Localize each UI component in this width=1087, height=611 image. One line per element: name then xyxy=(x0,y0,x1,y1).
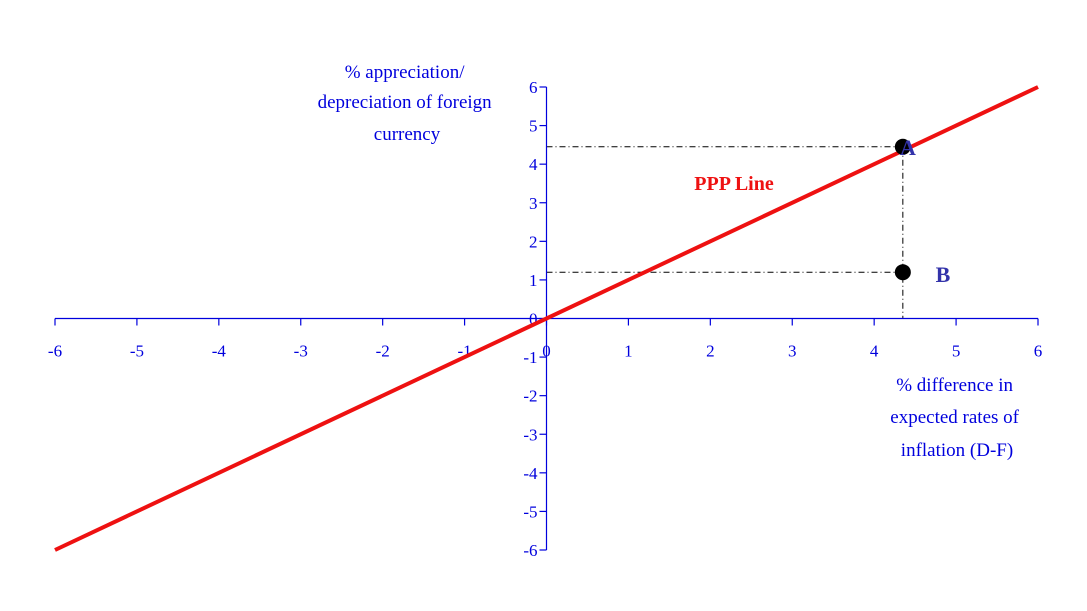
x-tick-label: 4 xyxy=(870,342,879,361)
y-axis-label-line-1: % appreciation/ xyxy=(345,62,465,83)
y-tick-label: 6 xyxy=(529,78,538,97)
y-tick-label: -6 xyxy=(523,541,537,560)
y-tick-label: -2 xyxy=(523,387,537,406)
point-marker-b xyxy=(894,264,911,281)
y-axis-label-line-3: currency xyxy=(374,124,441,145)
point-label-a: A xyxy=(900,135,916,160)
y-axis-label: % appreciation/ depreciation of foreign … xyxy=(318,62,497,145)
point-marker-a xyxy=(894,138,911,155)
x-tick-label: 1 xyxy=(624,342,633,361)
guide-lines xyxy=(546,146,904,319)
y-axis-label-line-2: depreciation of foreign xyxy=(318,92,493,113)
x-tick-label: -6 xyxy=(48,342,62,361)
series-layer xyxy=(54,85,1039,552)
x-axis-label-line-2: expected rates of xyxy=(890,407,1019,428)
x-tick-label: -5 xyxy=(130,342,144,361)
y-tick-label: -5 xyxy=(523,502,537,521)
y-tick-label: 1 xyxy=(529,271,538,290)
y-tick-label: -3 xyxy=(523,425,537,444)
x-tick-label: 2 xyxy=(706,342,715,361)
x-tick-label: 5 xyxy=(952,342,961,361)
x-tick-label: -4 xyxy=(212,342,227,361)
y-tick-label: 3 xyxy=(529,194,538,213)
x-tick-label: -2 xyxy=(376,342,390,361)
x-axis-label-line-1: % difference in xyxy=(896,375,1013,396)
y-axis-ticks: -6 -5 -4 -3 -2 -1 0 1 2 3 4 5 6 xyxy=(523,78,547,560)
y-tick-label: 2 xyxy=(529,232,538,251)
x-tick-label: 3 xyxy=(788,342,797,361)
x-axis-ticks: -6 -5 -4 -3 -2 -1 0 1 2 3 4 5 6 xyxy=(48,318,1043,361)
x-axis-label-line-3: inflation (D-F) xyxy=(901,440,1013,461)
y-tick-label: 4 xyxy=(529,155,538,174)
y-tick-label: 5 xyxy=(529,117,538,136)
x-tick-label: 0 xyxy=(542,342,551,361)
series-label-ppp-line: PPP Line xyxy=(694,173,774,195)
points-layer xyxy=(894,138,911,281)
x-tick-label: 6 xyxy=(1034,342,1043,361)
x-axis-label: % difference in expected rates of inflat… xyxy=(890,375,1023,461)
series-line-ppp xyxy=(54,85,1039,552)
x-tick-label: -3 xyxy=(294,342,308,361)
y-tick-label: -4 xyxy=(523,464,538,483)
y-tick-label: -1 xyxy=(523,348,537,367)
point-label-b: B xyxy=(936,262,951,287)
y-tick-label: 0 xyxy=(529,310,538,329)
